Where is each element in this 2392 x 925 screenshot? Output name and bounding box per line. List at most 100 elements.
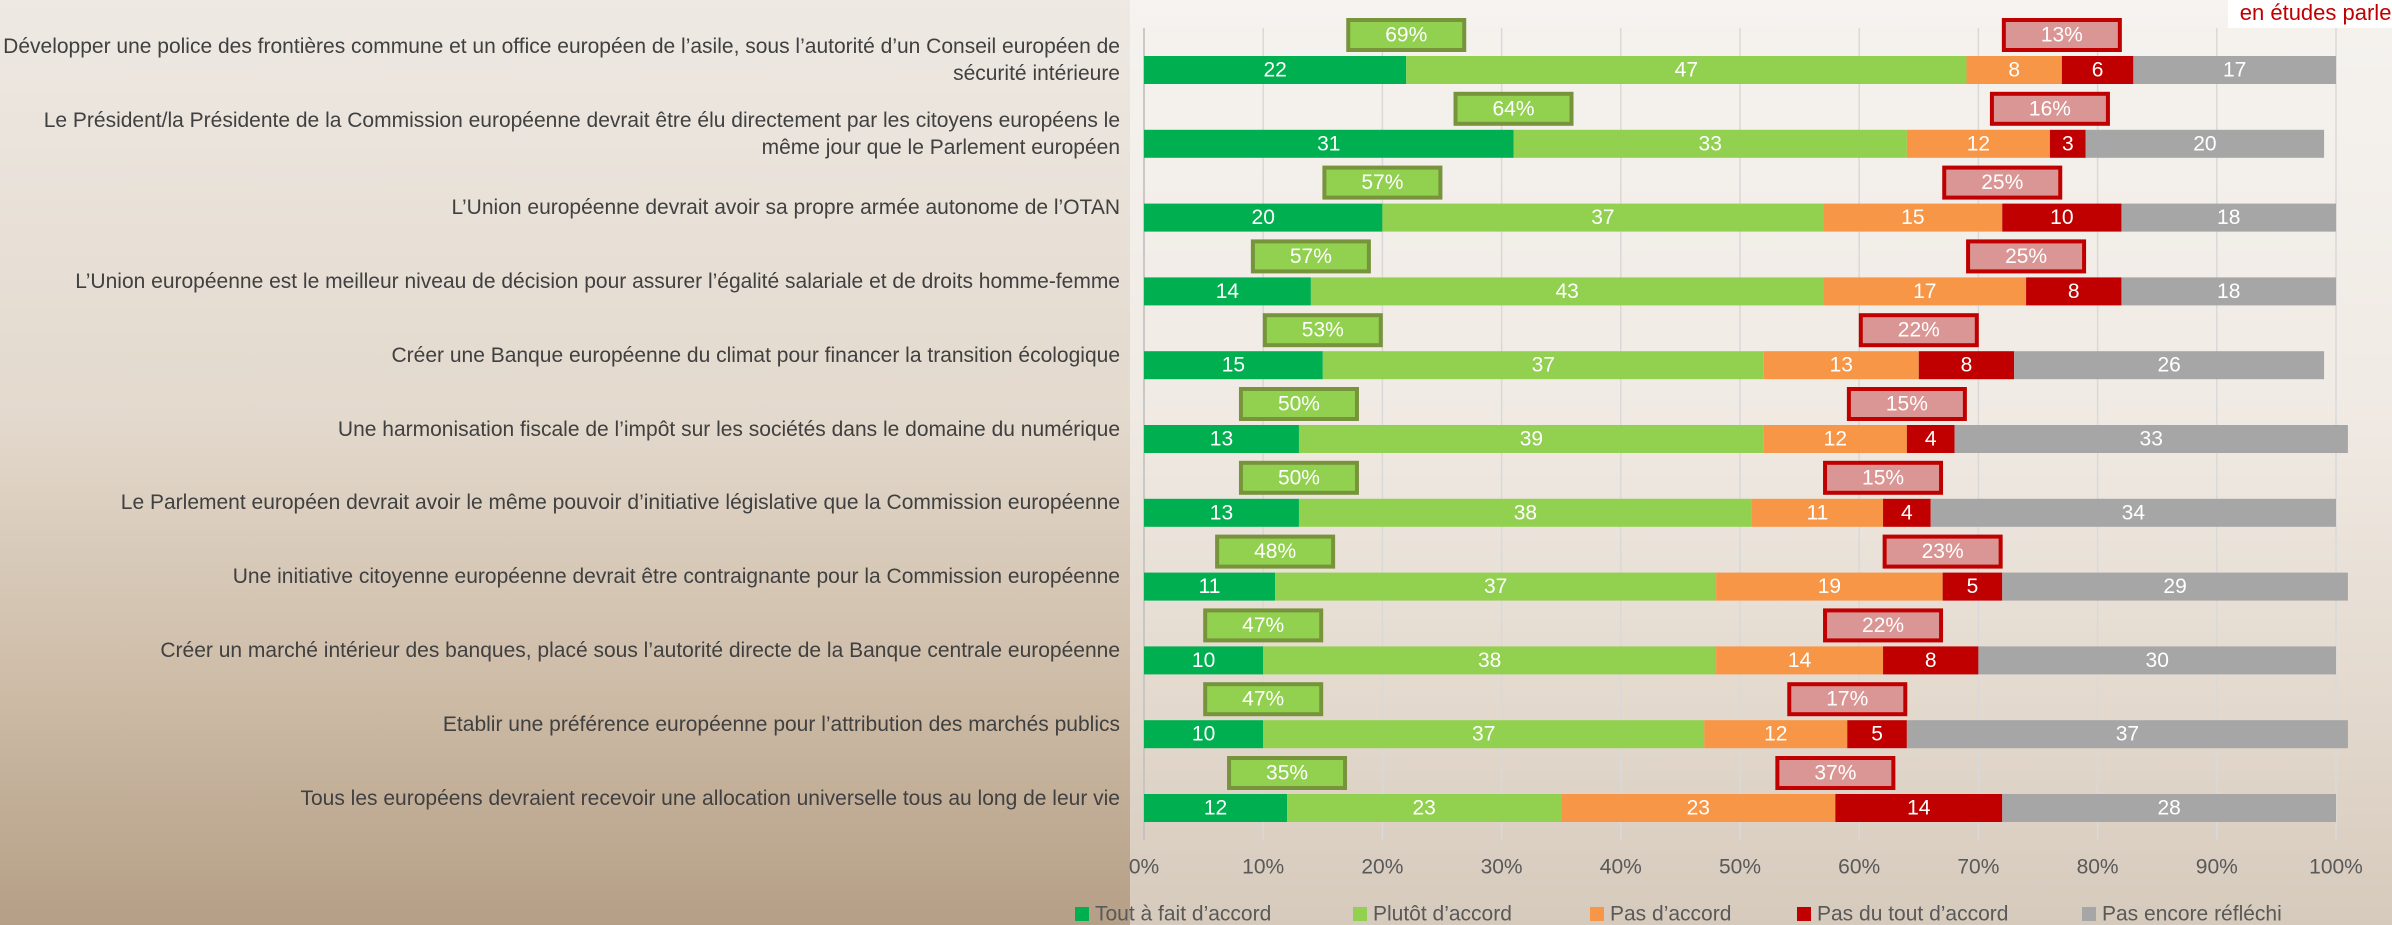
bar-value-label: 18 [2217, 206, 2240, 229]
bar-value-label: 37 [1591, 206, 1614, 229]
category-label: Une harmonisation fiscale de l’impôt sur… [0, 399, 1120, 459]
bar-value-label: 10 [2050, 206, 2073, 229]
category-text: Etablir une préférence européenne pour l… [442, 712, 1120, 736]
bar-value-label: 33 [1699, 132, 1722, 155]
bar-segment [1513, 129, 1907, 158]
bar-segment [1144, 720, 1264, 749]
total-label: 16% [2029, 97, 2071, 120]
bar-segment [1263, 720, 1705, 749]
total-label: 50% [1278, 393, 1320, 416]
bar-segment [1966, 56, 2062, 84]
bar-segment [1144, 498, 1299, 527]
legend-label: Plutôt d’accord [1373, 903, 1512, 925]
x-tick-label: 40% [1600, 856, 1642, 879]
bar-value-label: 15 [1901, 206, 1924, 229]
legend-swatch [1590, 907, 1604, 921]
bar-value-label: 43 [1555, 280, 1578, 303]
bar-value-label: 5 [1967, 575, 1979, 598]
bar-value-label: 17 [1913, 280, 1936, 303]
bar-segment [1144, 277, 1311, 306]
bar-segment [2061, 56, 2134, 84]
bar-value-label: 4 [1901, 501, 1913, 524]
bar-segment [1263, 646, 1717, 675]
total-label: 57% [1361, 171, 1403, 194]
bar-value-label: 12 [1764, 723, 1787, 746]
category-text: Une harmonisation fiscale de l’impôt sur… [337, 417, 1120, 441]
category-text: Le Parlement européen devrait avoir le m… [120, 491, 1120, 515]
total-box [1775, 756, 1896, 790]
category-label: Etablir une préférence européenne pour l… [0, 694, 1120, 754]
bar-value-label: 33 [2140, 428, 2163, 451]
total-box [1227, 756, 1348, 790]
bar-value-label: 20 [2193, 132, 2216, 155]
total-label: 48% [1254, 540, 1296, 563]
bar-segment [1322, 351, 1764, 380]
legend-label: Pas encore réfléchi [2102, 903, 2282, 925]
bar-segment [1561, 794, 1836, 822]
x-tick-label: 30% [1481, 856, 1523, 879]
total-label: 47% [1242, 614, 1284, 637]
bar-value-label: 13 [1210, 501, 1233, 524]
bar-value-label: 13 [1210, 428, 1233, 451]
category-text: Le Président/la Présidente de la Commiss… [43, 108, 1120, 159]
bar-segment [2002, 203, 2122, 232]
total-label: 25% [2005, 245, 2047, 268]
total-box [1250, 239, 1371, 274]
bar-segment [1906, 720, 2348, 749]
bar-segment [1716, 646, 1884, 675]
total-box [1262, 313, 1383, 348]
bar-segment [1144, 646, 1264, 675]
x-tick-label: 0% [1129, 856, 1159, 879]
bar-segment [1716, 572, 1943, 601]
bar-segment [1406, 56, 1967, 84]
total-box [1203, 608, 1324, 643]
category-text: Développer une police des frontières com… [3, 35, 1120, 85]
bar-segment [2121, 203, 2336, 232]
bar-segment [1906, 129, 2050, 158]
bar-value-label: 38 [1514, 501, 1537, 524]
bar-segment [1144, 572, 1276, 601]
category-label: Créer un marché intérieur des banques, p… [0, 620, 1120, 680]
bar-value-label: 39 [1520, 428, 1543, 451]
bar-value-label: 28 [2157, 797, 2180, 820]
bar-segment [1310, 277, 1824, 306]
bar-value-label: 20 [1252, 206, 1275, 229]
bar-value-label: 26 [2157, 354, 2180, 377]
legend-swatch [2082, 907, 2096, 921]
total-box [2001, 18, 2122, 52]
total-box [1858, 313, 1979, 348]
total-box [1882, 534, 2003, 569]
total-box [1966, 239, 2087, 274]
x-tick-label: 20% [1361, 856, 1403, 879]
total-label: 25% [1981, 171, 2023, 194]
category-label: Le Parlement européen devrait avoir le m… [0, 473, 1120, 533]
bar-segment [1382, 203, 1824, 232]
bar-value-label: 10 [1192, 723, 1215, 746]
total-box [1346, 18, 1467, 52]
bar-value-label: 23 [1687, 797, 1710, 820]
x-tick-label: 70% [1957, 856, 1999, 879]
legend-label: Pas du tout d’accord [1817, 903, 2008, 925]
bar-segment [1942, 572, 2003, 601]
bar-value-label: 47 [1675, 59, 1698, 82]
bar-segment [2026, 277, 2122, 306]
total-label: 69% [1385, 24, 1427, 47]
bar-segment [2133, 56, 2336, 84]
bar-segment [1847, 720, 1907, 749]
total-label: 15% [1886, 393, 1928, 416]
bar-value-label: 34 [2122, 501, 2146, 524]
bar-segment [1763, 425, 1907, 453]
bar-value-label: 14 [1216, 280, 1240, 303]
bar-segment [1823, 277, 2027, 306]
category-text: Une initiative citoyenne européenne devr… [232, 565, 1120, 589]
category-label: Créer une Banque européenne du climat po… [0, 325, 1120, 385]
category-label: L’Union européenne devrait avoir sa prop… [0, 178, 1121, 238]
bar-value-label: 11 [1199, 575, 1221, 598]
bar-segment [1883, 498, 1931, 527]
category-text: Créer une Banque européenne du climat po… [391, 343, 1120, 367]
bar-segment [1763, 351, 1919, 380]
bar-segment [1298, 425, 1764, 453]
bar-segment [1144, 56, 1407, 84]
category-text: Créer un marché intérieur des banques, p… [160, 638, 1120, 662]
